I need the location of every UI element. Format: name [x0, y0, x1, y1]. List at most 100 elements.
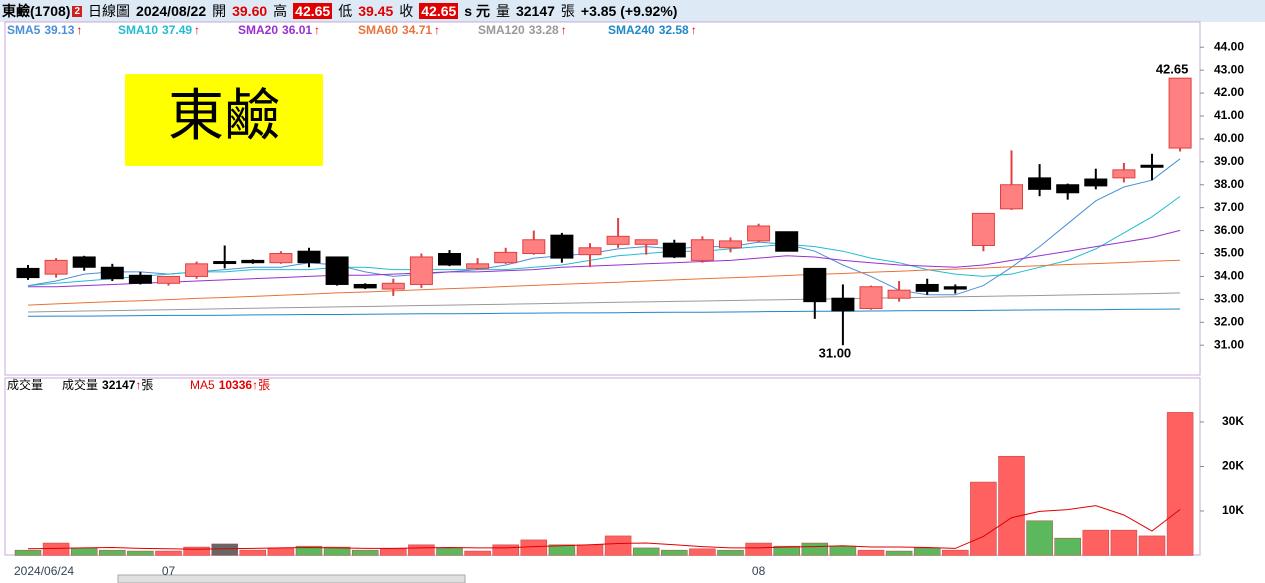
- candle-body: [522, 239, 546, 255]
- stamp-box: [125, 74, 323, 166]
- y-tick-label: 43.00: [1214, 62, 1244, 76]
- legend-entry: SMA20 36.01 ↑: [238, 23, 320, 37]
- y-tick-label: 44.00: [1214, 39, 1244, 53]
- candle-body: [915, 283, 939, 292]
- volume-bar: [520, 539, 548, 556]
- volume-bar: [1166, 412, 1194, 556]
- candle-body: [1000, 184, 1023, 210]
- legend-trend: ↑: [561, 23, 567, 37]
- field-value: 39.60: [232, 3, 268, 19]
- candle-body: [72, 256, 96, 268]
- legend-name: SMA240: [608, 23, 655, 37]
- legend-name: MA5: [190, 378, 215, 392]
- candle-body: [1028, 177, 1052, 190]
- volume-bar: [1138, 535, 1166, 556]
- volume-bar: [351, 549, 379, 556]
- volume-bar: [380, 548, 407, 556]
- volume-bar: [239, 549, 267, 556]
- volume-bar: [155, 550, 182, 556]
- field-value: 42.65: [293, 3, 333, 19]
- y-tick-label: 34.00: [1214, 269, 1244, 283]
- period: 日線圖: [88, 3, 131, 19]
- legend-entry: SMA240 32.58 ↑: [608, 23, 697, 37]
- legend-unit: 張: [258, 378, 270, 392]
- legend-name: SMA5: [7, 23, 41, 37]
- y-tick-label: 33.00: [1214, 292, 1244, 306]
- volume-bar: [801, 542, 829, 556]
- candle-body: [241, 259, 265, 264]
- volume-bar: [604, 535, 632, 556]
- candle-body: [1112, 169, 1136, 179]
- legend-name: SMA120: [478, 23, 525, 37]
- y-tick-label: 42.00: [1214, 85, 1244, 99]
- legend-name: SMA20: [238, 23, 278, 37]
- volume-bar: [970, 481, 997, 556]
- candle-body: [1084, 178, 1108, 187]
- candle-body: [634, 239, 658, 245]
- volume-bar: [267, 547, 295, 556]
- legend-trend: ↑: [194, 23, 200, 37]
- field-label: 低: [338, 3, 353, 19]
- header-bar: 東鹼(1708) 2 日線圖 2024/08/22 開 39.60 高 42.65 …: [0, 0, 1265, 22]
- scrollbar[interactable]: [117, 574, 466, 583]
- candle-body: [44, 259, 68, 275]
- candle-body: [325, 256, 349, 285]
- candle-body: [157, 275, 180, 284]
- x-tick-label: 2024/06/24: [14, 564, 74, 578]
- legend-entry: 成交量 32147↑張: [62, 377, 153, 392]
- volume-bar: [913, 547, 941, 556]
- candle-body: [494, 251, 518, 264]
- date: 2024/08/22: [136, 3, 207, 19]
- legend-value: 10336: [219, 378, 253, 392]
- legend-value: 36.01: [282, 23, 312, 37]
- candle-body: [100, 266, 124, 280]
- legend-unit: 張: [141, 378, 153, 392]
- sma-line: [27, 308, 1181, 317]
- unit: s 元: [464, 3, 490, 19]
- legend-value: 32.58: [659, 23, 689, 37]
- volume-bar: [548, 544, 576, 556]
- field-label: 高: [273, 3, 288, 19]
- y-tick-label: 20K: [1222, 459, 1244, 473]
- candle-body: [297, 250, 321, 264]
- volume-bar: [436, 547, 463, 556]
- volume-bar: [99, 549, 126, 556]
- legend-value: 39.13: [44, 23, 74, 37]
- candle-body: [438, 253, 461, 266]
- ma-line: [27, 505, 1181, 550]
- volume-bar: [1054, 537, 1081, 556]
- legend-trend: ↑: [76, 23, 82, 37]
- volume-bar: [689, 548, 716, 556]
- legend-value: 34.71: [402, 23, 432, 37]
- volume-bar: [773, 545, 800, 556]
- panel-title: 成交量: [7, 377, 43, 392]
- y-tick-label: 31.00: [1214, 337, 1244, 351]
- volume-bar: [323, 546, 351, 556]
- candle-body: [1168, 77, 1192, 149]
- field-label: 開: [212, 3, 227, 19]
- price-annotation: 31.00: [819, 346, 852, 361]
- legend-entry: SMA60 34.71 ↑: [358, 23, 440, 37]
- volume-bar: [42, 542, 70, 556]
- candle-body: [887, 289, 911, 299]
- volume-bar: [632, 547, 660, 556]
- y-tick-label: 41.00: [1214, 108, 1244, 122]
- candle-body: [16, 267, 40, 279]
- volume-bar: [829, 545, 857, 556]
- candle-body: [606, 235, 630, 245]
- candle-body: [578, 247, 602, 256]
- legend-trend: ↑: [252, 378, 258, 392]
- candle-body: [971, 212, 995, 246]
- candle-body: [1056, 184, 1080, 194]
- volume-bar: [70, 547, 98, 556]
- sma-line: [27, 195, 1181, 287]
- volume-bar: [942, 549, 969, 556]
- field-value: 42.65: [419, 3, 459, 19]
- candle-body: [690, 239, 714, 261]
- legend-entry: SMA120 33.28 ↑: [478, 23, 567, 37]
- y-tick-label: 10K: [1222, 503, 1244, 517]
- change: +3.85 (+9.92%): [580, 3, 678, 19]
- candle-body: [1140, 164, 1164, 168]
- x-tick-label: 07: [162, 564, 176, 578]
